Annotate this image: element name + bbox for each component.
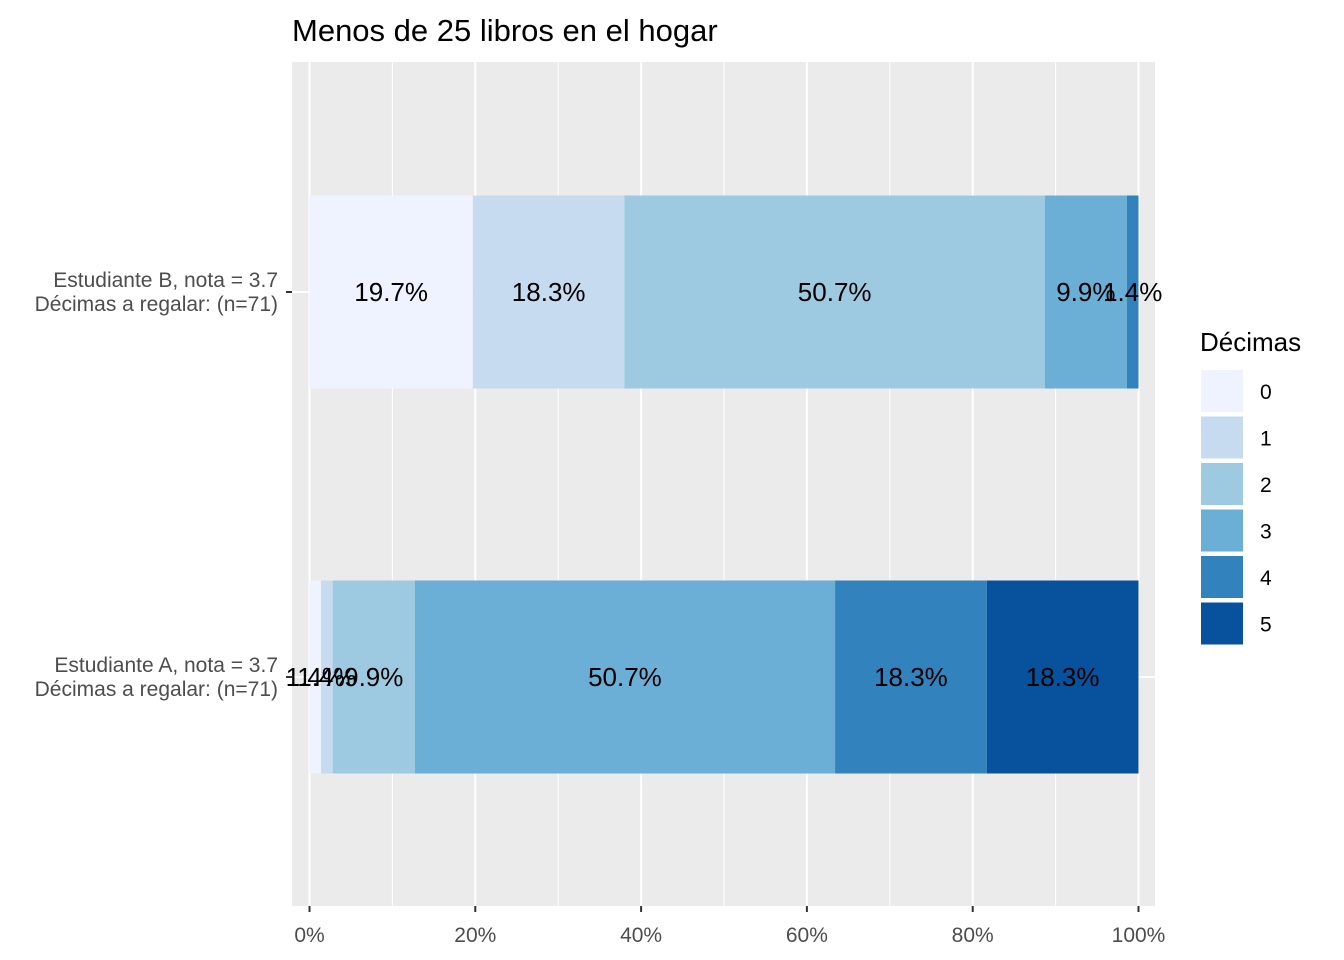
- legend-label: 4: [1260, 567, 1272, 590]
- legend: Décimas 0 1 2 3 4 5: [1199, 327, 1301, 647]
- bar-value-label: 18.3%: [1026, 662, 1100, 692]
- bar-segment: [309, 580, 322, 774]
- legend-label: 1: [1260, 428, 1272, 451]
- legend-label: 0: [1260, 381, 1272, 404]
- x-axis: 0% 20% 40% 60% 80% 100%: [294, 906, 1165, 947]
- x-tick-label: 20%: [454, 924, 496, 947]
- bar-value-label: 1.4%: [1103, 277, 1162, 307]
- bars: 19.7% 18.3% 50.7% 9.9%1.4%1.4%1.4%9.9% 50.7%…: [286, 195, 1162, 774]
- bar-segment: [835, 580, 987, 774]
- legend-key: [1199, 554, 1245, 600]
- y-tick-label: Décimas a regalar: (n=71): [35, 293, 278, 316]
- x-tick-label: 60%: [786, 924, 828, 947]
- x-tick-label: 80%: [952, 924, 994, 947]
- bar-segment: [332, 580, 415, 774]
- x-tick-label: 100%: [1112, 924, 1166, 947]
- chart-title: Menos de 25 libros en el hogar: [292, 13, 718, 48]
- legend-key: [1199, 600, 1245, 647]
- y-tick-label: Estudiante A, nota = 3.7: [54, 654, 278, 677]
- bar-value-label: 9.9%: [344, 662, 403, 692]
- y-tick-label: Décimas a regalar: (n=71): [35, 678, 278, 701]
- legend-key: [1199, 414, 1245, 461]
- bar-value-label: 18.3%: [512, 277, 586, 307]
- bar-segment: [1126, 195, 1139, 389]
- legend-title: Décimas: [1200, 327, 1301, 357]
- bar-segment: [414, 580, 836, 774]
- legend-label: 3: [1260, 521, 1272, 544]
- bar-segment: [624, 195, 1045, 389]
- y-tick-label: Estudiante B, nota = 3.7: [53, 269, 278, 292]
- bar-segment: [309, 195, 473, 389]
- bar-value-label: 9.9%: [1056, 277, 1115, 307]
- legend-label: 2: [1260, 474, 1272, 497]
- bar-value-label: 1.4%: [286, 662, 345, 692]
- legend-label: 5: [1260, 614, 1272, 637]
- bar-segment: [1044, 195, 1127, 389]
- bar-value-label: 50.7%: [588, 662, 662, 692]
- x-tick-label: 0%: [294, 924, 324, 947]
- legend-key: [1199, 461, 1245, 507]
- bar-value-label: 19.7%: [354, 277, 428, 307]
- legend-key: [1199, 507, 1245, 554]
- legend-key: [1199, 368, 1245, 414]
- bar-segment: [321, 580, 333, 774]
- bar-segment: [472, 195, 625, 389]
- bar-value-label: 50.7%: [798, 277, 872, 307]
- bar-value-label: 1.4%: [297, 662, 356, 692]
- x-tick-label: 40%: [620, 924, 662, 947]
- bar-segment: [986, 580, 1139, 774]
- bar-value-label: 18.3%: [874, 662, 948, 692]
